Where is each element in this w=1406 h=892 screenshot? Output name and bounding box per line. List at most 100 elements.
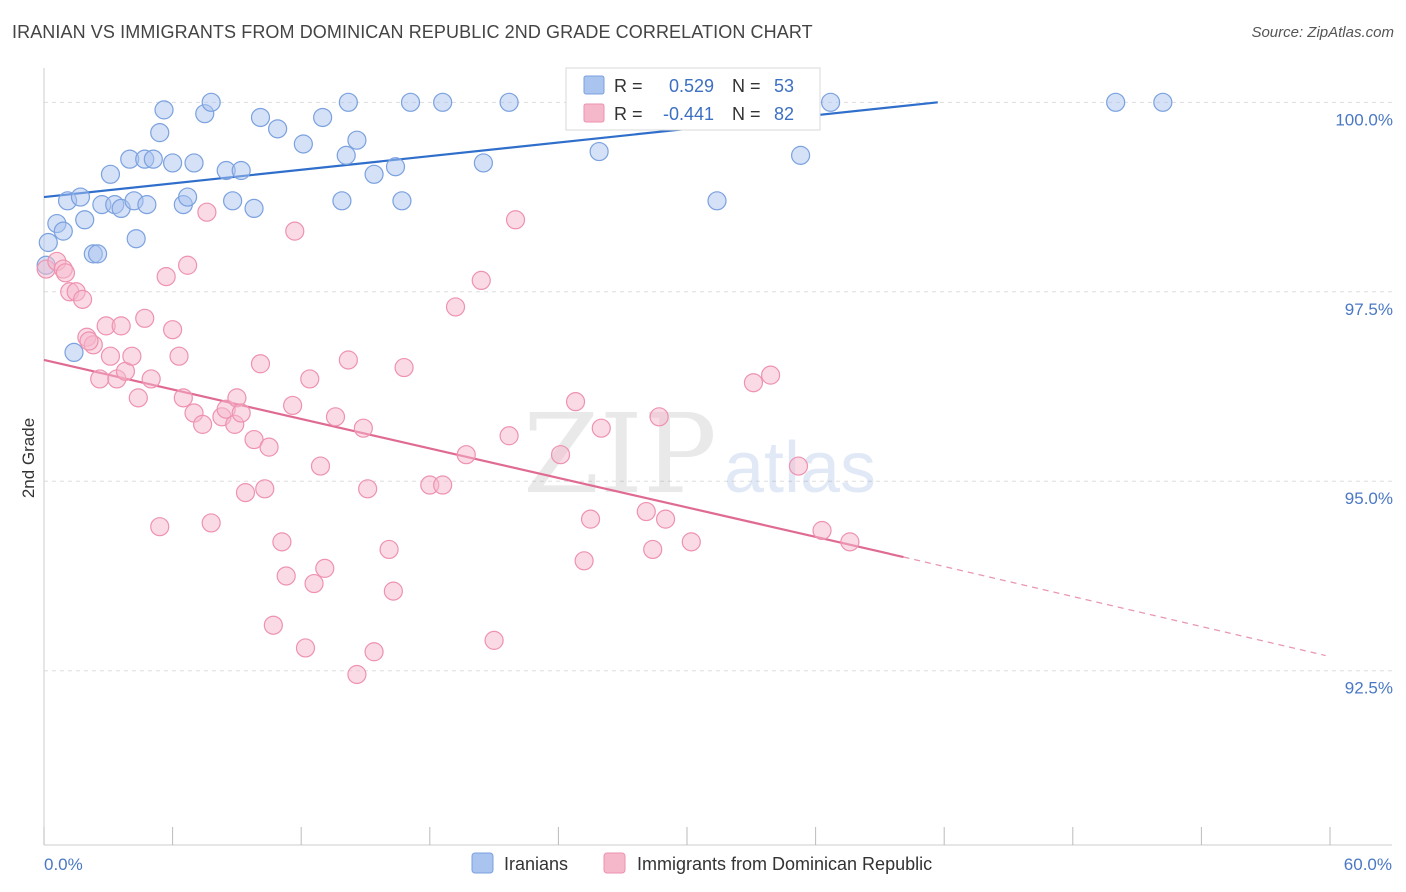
dominican-point [649, 407, 669, 427]
iranians-point [313, 107, 333, 128]
iranians-point [126, 229, 146, 249]
iranians-point [790, 145, 811, 165]
iranians-point [244, 198, 264, 219]
iranians-point [347, 130, 367, 150]
dominican-point [591, 418, 611, 438]
iranians-point [70, 187, 91, 207]
iranians-point [293, 134, 313, 154]
dominican-point [743, 373, 764, 393]
dominican-point [300, 369, 320, 389]
iranians-point [154, 100, 174, 120]
iranians-point [589, 141, 609, 162]
chart-title: IRANIAN VS IMMIGRANTS FROM DOMINICAN REP… [12, 22, 813, 42]
iranians-point [250, 107, 271, 128]
y-axis-title: 2nd Grade [19, 418, 38, 498]
iranians-point [150, 123, 170, 143]
dominican-point [135, 308, 155, 328]
dominican-point [111, 316, 131, 336]
data-points [36, 92, 1173, 685]
dominican-point [250, 354, 271, 374]
legend-r-label-2: R = [614, 104, 643, 124]
iranians-point [392, 191, 412, 211]
dominican-point [643, 539, 663, 560]
source-label: Source: ZipAtlas.com [1251, 24, 1394, 41]
dominican-point [150, 517, 170, 537]
iranians-point [178, 187, 198, 207]
series-legend: Iranians Immigrants from Dominican Repub… [471, 852, 932, 874]
iranians-point [223, 191, 243, 211]
dominican-point [364, 642, 384, 662]
dominican-point [636, 501, 656, 522]
dominican-point [128, 388, 148, 408]
dominican-point [79, 331, 99, 351]
dominican-point [55, 263, 76, 283]
dominican-point [505, 210, 526, 230]
iranians-point [385, 157, 406, 177]
dominican-point [259, 437, 279, 457]
trend-lines [43, 101, 1326, 657]
dominican-point [353, 418, 373, 438]
dominican-point [565, 392, 586, 412]
dominican-point [122, 346, 142, 366]
dominican-point [580, 509, 601, 529]
iranians-point [707, 191, 727, 211]
dominican-point [499, 426, 519, 446]
dominican-point [193, 414, 213, 434]
dominican-point [90, 369, 110, 389]
legend-swatch-blue [583, 75, 605, 95]
dominican-point [550, 445, 571, 465]
dominican-point [315, 558, 335, 578]
dominican-point [263, 615, 283, 635]
iranians-point [231, 160, 251, 181]
dominican-point [574, 551, 594, 571]
iranians-point [184, 153, 204, 173]
dominican-point [338, 350, 358, 370]
iranians-point [364, 164, 384, 184]
dominican-point [347, 664, 367, 685]
dominican-point [163, 320, 183, 340]
dominican-point [141, 369, 161, 389]
dominican-point [394, 357, 414, 378]
dominican-point [272, 532, 292, 552]
dominican-point [310, 456, 331, 476]
dominican-point [255, 479, 275, 499]
gridlines [44, 101, 1392, 672]
dominican-point [201, 513, 221, 533]
dominican-point [456, 445, 476, 465]
legend-n-value-1: 53 [774, 76, 794, 96]
series-legend-swatch-dominican [603, 852, 626, 874]
dominican-trend-extension [903, 556, 1326, 657]
dominican-point [276, 566, 296, 586]
legend-r-value-2: -0.441 [663, 104, 714, 124]
iranians-point [499, 92, 519, 112]
dominican-point [304, 573, 324, 594]
legend-r-label-1: R = [614, 76, 643, 96]
y-tick-label: 97.5% [1345, 300, 1393, 319]
dominican-point [681, 532, 701, 552]
dominican-point [295, 638, 316, 658]
dominican-point [358, 479, 378, 499]
iranians-point [87, 244, 108, 264]
x-tick-min: 0.0% [44, 855, 83, 874]
iranians-point [75, 210, 95, 230]
iranians-point [64, 342, 84, 363]
legend-n-value-2: 82 [774, 104, 794, 124]
dominican-point [812, 520, 832, 541]
dominican-point [788, 456, 809, 476]
legend-r-value-1: 0.529 [669, 76, 714, 96]
dominican-point [178, 255, 198, 275]
iranians-point [821, 92, 841, 112]
iranians-point [400, 92, 421, 112]
axes [43, 68, 1392, 846]
dominican-point [760, 365, 781, 385]
dominican-point [197, 202, 217, 222]
iranians-point [1153, 92, 1173, 112]
dominican-point [235, 483, 256, 503]
series-legend-swatch-iranians [471, 852, 494, 874]
dominican-point [471, 270, 491, 291]
dominican-point [100, 346, 121, 366]
iranians-point [38, 232, 58, 253]
iranians-point [338, 92, 358, 112]
y-tick-labels: 92.5% 95.0% 97.5% 100.0% [1335, 110, 1393, 697]
